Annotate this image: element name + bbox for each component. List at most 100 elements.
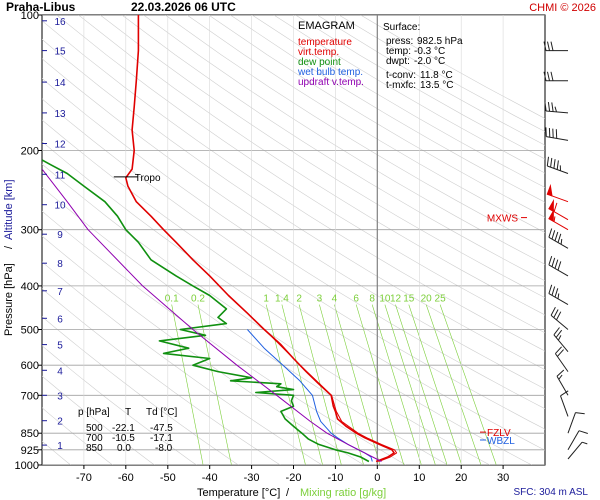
pressure-tick-label: 600 xyxy=(21,360,39,372)
wind-barb-feather xyxy=(555,346,562,354)
mixing-ratio-label: 25 xyxy=(435,294,447,305)
mixing-ratio-line xyxy=(384,304,436,465)
mixing-ratio-line xyxy=(281,304,323,465)
wind-barb-feather xyxy=(557,293,560,299)
wind-barb-feather xyxy=(581,441,588,445)
levels-row-1-t: -22.1 xyxy=(112,423,135,434)
surface-tmxfc-label: t-mxfc: xyxy=(386,80,416,91)
surface-dwpt-label: dwpt: xyxy=(386,56,410,67)
temperature-tick-label: -10 xyxy=(327,472,343,484)
series-dew-point xyxy=(42,159,370,463)
altitude-tick-label: 4 xyxy=(57,366,63,377)
surface-press-label: press: xyxy=(386,36,413,47)
legend-virtual-temp: virt.temp. xyxy=(298,47,339,58)
surface-tconv-value: 11.8 °C xyxy=(420,70,453,81)
wind-barb-feather xyxy=(546,156,549,167)
wind-barb-feather xyxy=(560,390,569,397)
temperature-grid xyxy=(83,15,504,465)
surface-tmxfc-value: 13.5 °C xyxy=(420,80,453,91)
surface-title: Surface: xyxy=(383,22,420,33)
wind-barb-feather xyxy=(543,41,547,51)
wind-barb-feather xyxy=(554,259,559,269)
surface-info: Surface: press: 982.5 hPa temp: -0.3 °C … xyxy=(383,22,463,91)
series-virt-temp xyxy=(264,329,398,462)
mixing-ratio-line xyxy=(334,304,381,465)
wind-barb-pennant xyxy=(548,199,554,213)
mixing-ratio-label: 12 xyxy=(390,294,402,305)
legend-temperature: temperature xyxy=(298,37,352,48)
wind-barb-feather xyxy=(551,102,554,112)
mixing-ratio-line xyxy=(395,304,448,465)
mixing-ratio-line xyxy=(265,304,306,465)
wind-barb xyxy=(553,327,569,353)
temperature-tick-label: -70 xyxy=(76,472,92,484)
x-axis-label-sep: / xyxy=(286,487,290,499)
wind-barb-staff xyxy=(567,430,580,451)
wind-barb-feather xyxy=(547,71,550,81)
levels-row-2-p: 700 xyxy=(86,433,103,444)
mxws-label: MXWS xyxy=(487,214,518,225)
wind-barb-feather xyxy=(553,327,560,336)
altitude-tick-label: 5 xyxy=(57,341,63,352)
dry-adiabat-line xyxy=(121,15,545,282)
wind-barb-staff xyxy=(553,334,569,353)
wbzl-label: WBZL xyxy=(487,436,515,447)
mixing-ratio-label: 4 xyxy=(332,294,338,305)
dry-adiabat-line xyxy=(42,58,545,390)
altitude-tick-label: 2 xyxy=(57,417,63,428)
wind-barb-staff xyxy=(546,136,569,141)
legend: EMAGRAM temperature virt.temp. dew point… xyxy=(297,20,364,88)
legend-dew-point: dew point xyxy=(298,57,341,68)
mixing-ratio-line xyxy=(355,304,405,465)
wind-barb xyxy=(554,346,569,372)
levels-table: p [hPa] T Td [°C] 500 -22.1 -47.5 700 -1… xyxy=(78,407,177,454)
levels-row-3-t: 0.0 xyxy=(117,443,131,454)
dry-adiabat-line xyxy=(208,15,545,218)
mixing-ratio-line xyxy=(171,304,204,465)
mixing-ratio-label: 2 xyxy=(296,294,302,305)
pressure-tick-label: 100 xyxy=(21,10,39,22)
levels-header-t: T xyxy=(125,407,131,418)
temperature-tick-label: 0 xyxy=(374,472,380,484)
wind-barb xyxy=(548,228,569,249)
wind-barbs xyxy=(543,41,588,460)
temperature-tick-label: -50 xyxy=(160,472,176,484)
tropopause-label: Tropo xyxy=(135,173,161,184)
dry-adiabat-line xyxy=(186,15,545,233)
wind-barb-feather xyxy=(548,255,553,266)
wind-barb-feather xyxy=(554,288,559,298)
temperature-tick-label: -60 xyxy=(118,472,134,484)
wind-barb xyxy=(543,71,568,82)
dry-adiabat-line xyxy=(143,15,545,265)
dry-adiabat-line xyxy=(42,78,545,410)
mixing-ratio-labels: 0.1 0.2 1 1.4 2 3 4 6 8 10 12 15 20 25 xyxy=(165,294,446,305)
altitude-tick-label: 8 xyxy=(57,259,63,270)
series-updraft-v-temp xyxy=(42,168,382,462)
wind-barb-feather xyxy=(551,230,556,240)
wind-barb-feather xyxy=(553,202,558,212)
wind-barb-feather xyxy=(557,233,562,243)
x-axis-label-temperature: Temperature [°C] xyxy=(197,487,280,499)
legend-updraft: updraft v.temp. xyxy=(298,77,364,88)
dry-adiabat-line xyxy=(100,15,545,299)
wind-barb-feather xyxy=(551,286,556,296)
surface-temp-label: temp: xyxy=(386,46,411,57)
wind-barb-feather xyxy=(550,157,553,168)
mixing-ratio-label: 10 xyxy=(379,294,391,305)
mixing-ratio-line xyxy=(408,304,462,465)
wind-barb-staff xyxy=(548,264,569,277)
station-name: Praha-Libus xyxy=(6,0,76,14)
wind-barb-staff xyxy=(567,441,583,460)
wind-barb xyxy=(560,390,569,417)
dry-adiabat-line xyxy=(56,15,545,334)
mixing-ratio-grid xyxy=(171,304,497,465)
mixing-ratio-label: 0.1 xyxy=(165,294,179,305)
temperature-tick-label: 10 xyxy=(413,472,425,484)
mixing-ratio-label: 0.2 xyxy=(191,294,205,305)
fzlv-label: FZLV xyxy=(487,428,511,439)
mixing-ratio-label: 1.4 xyxy=(275,294,289,305)
levels-row-3-p: 850 xyxy=(86,443,103,454)
wind-barb-feather xyxy=(548,228,553,238)
pressure-tick-label: 200 xyxy=(21,146,39,158)
